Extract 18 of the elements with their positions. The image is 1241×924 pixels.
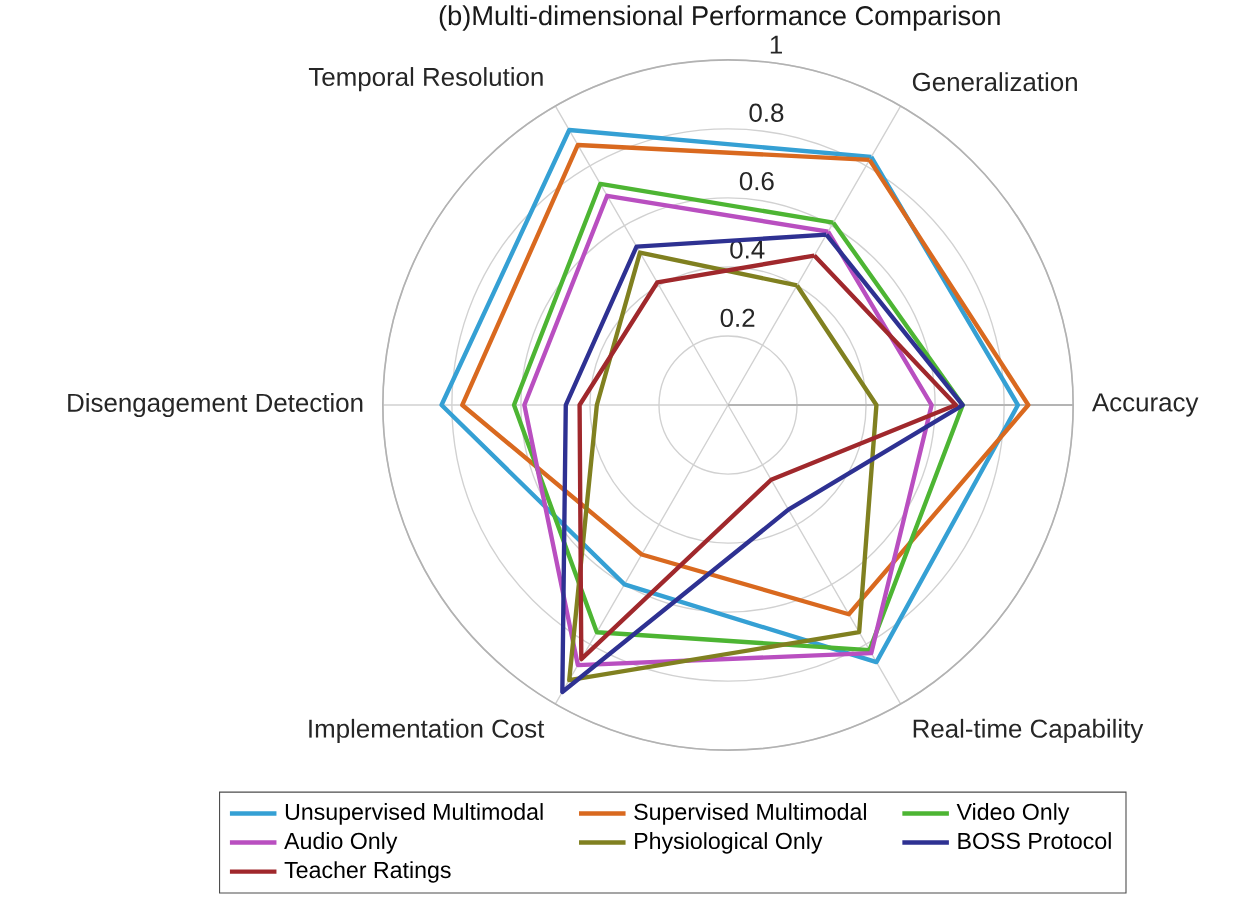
legend-label: Physiological Only <box>635 832 823 854</box>
y-tick-label: 0.8 <box>749 103 784 122</box>
chart-title: (b)Multi-dimensional Performance Comparison <box>439 5 1000 31</box>
legend-label: Video Only <box>956 803 1070 825</box>
legend-label: Teacher Ratings <box>284 861 451 883</box>
spoke-label: Disengagement Detection <box>68 392 363 418</box>
legend-label: BOSS Protocol <box>958 832 1111 850</box>
spoke-label: Implementation Cost <box>309 718 545 743</box>
spoke-label: Generalization <box>912 72 1077 92</box>
legend-label: Unsupervised Multimodal <box>285 803 543 825</box>
y-tick-label: 1 <box>770 35 782 54</box>
spoke-label: Temporal Resolution <box>308 67 543 92</box>
legend-label: Supervised Multimodal <box>634 803 866 825</box>
legend-label: Audio Only <box>284 832 398 854</box>
spoke-label: Accuracy <box>1091 393 1199 417</box>
y-tick-label: 0.6 <box>739 171 774 191</box>
y-tick-label: 0.2 <box>720 308 755 328</box>
spoke-label: Real-time Capability <box>913 718 1144 743</box>
